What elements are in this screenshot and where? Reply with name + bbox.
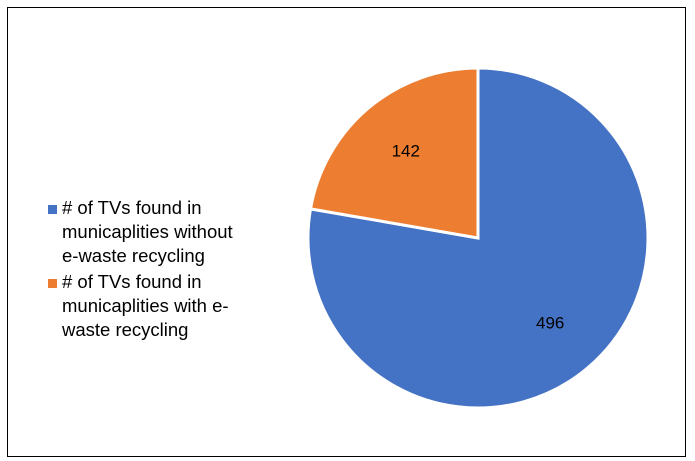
legend-swatch-without-recycling xyxy=(48,205,57,214)
pie-data-labels: 496 142 xyxy=(392,142,565,333)
pie-slices xyxy=(306,66,650,410)
legend-label-without-recycling: # of TVs found in municaplities without … xyxy=(62,197,233,266)
data-label-without-recycling: 496 xyxy=(536,313,564,332)
legend-item-without-recycling: # of TVs found in municaplities without … xyxy=(48,196,298,268)
data-label-with-recycling: 142 xyxy=(392,142,420,161)
legend-label-with-recycling: # of TVs found in municaplities with e- … xyxy=(62,271,229,340)
legend-item-with-recycling: # of TVs found in municaplities with e- … xyxy=(48,270,298,342)
pie-slice-with-recycling xyxy=(308,66,480,240)
legend-swatch-with-recycling xyxy=(48,279,57,288)
legend: # of TVs found in municaplities without … xyxy=(48,196,298,344)
